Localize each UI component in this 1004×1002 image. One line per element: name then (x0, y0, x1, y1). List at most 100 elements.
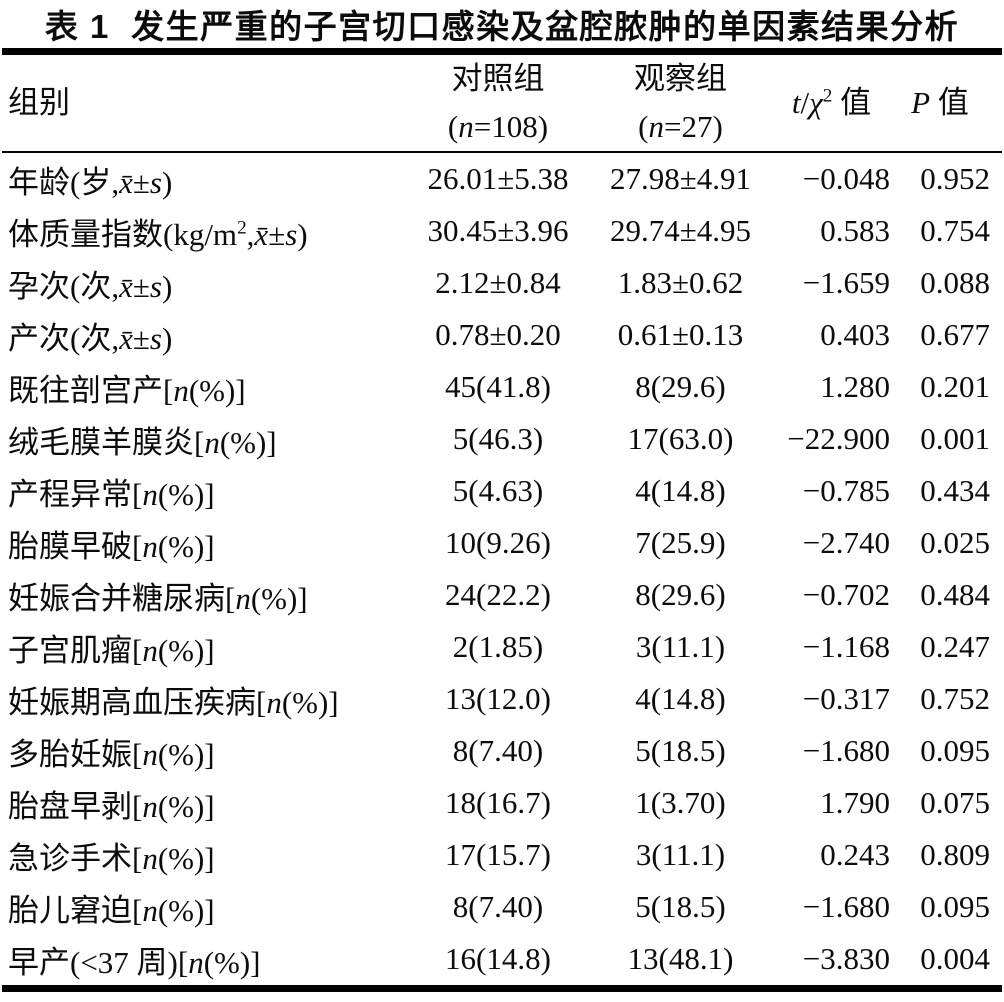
p-value: 0.075 (920, 785, 990, 820)
control-group-value: 26.01±5.38 (427, 161, 569, 196)
control-group-value: 24(22.2) (445, 577, 551, 612)
control-group-value: 2.12±0.84 (435, 265, 561, 300)
t-chi2-value: 0.243 (820, 837, 890, 872)
observation-group-value: 1(3.70) (635, 785, 726, 820)
observation-group-value: 13(48.1) (627, 941, 734, 976)
table-row: 孕次(次,x̄±s) 2.12±0.84 1.83±0.62 −1.659 0.… (0, 257, 1004, 309)
table-row: 绒毛膜羊膜炎[n(%)] 5(46.3) 17(63.0) −22.900 0.… (0, 413, 1004, 465)
table-row: 胎盘早剥[n(%)] 18(16.7) 1(3.70) 1.790 0.075 (0, 777, 1004, 829)
control-group-value: 30.45±3.96 (427, 213, 569, 248)
control-group-value: 5(4.63) (452, 473, 544, 508)
observation-group-value: 17(63.0) (627, 421, 734, 456)
control-group-value: 18(16.7) (445, 785, 551, 820)
observation-group-value: 0.61±0.13 (617, 317, 744, 352)
p-value: 0.952 (920, 161, 990, 196)
observation-group-value: 7(25.9) (635, 525, 726, 560)
p-value: 0.001 (920, 421, 990, 456)
table-row: 产次(次,x̄±s) 0.78±0.20 0.61±0.13 0.403 0.6… (0, 309, 1004, 361)
control-group-value: 0.78±0.20 (435, 317, 561, 352)
header-divider-rule (2, 151, 1002, 153)
table-row: 年龄(岁,x̄±s) 26.01±5.38 27.98±4.91 −0.048 … (0, 153, 1004, 205)
table-row: 胎膜早破[n(%)] 10(9.26) 7(25.9) −2.740 0.025 (0, 517, 1004, 569)
table-header-row: 组别 对照组 (n=108) 观察组 (n=27) t/χ2 值 P 值 (0, 55, 1004, 151)
t-chi2-value: 1.280 (820, 369, 890, 404)
t-chi2-value: −1.659 (802, 265, 890, 300)
table-row: 早产(<37 周)[n(%)] 16(14.8) 13(48.1) −3.830… (0, 933, 1004, 985)
t-chi2-value: −0.048 (802, 161, 890, 196)
p-value: 0.201 (920, 369, 990, 404)
p-value: 0.004 (920, 941, 990, 976)
table-row: 既往剖宫产[n(%)] 45(41.8) 8(29.6) 1.280 0.201 (0, 361, 1004, 413)
table-bottom-rule (2, 985, 1002, 992)
observation-group-value: 4(14.8) (635, 681, 726, 716)
observation-group-value: 1.83±0.62 (617, 265, 744, 300)
row-label: 多胎妊娠[n(%)] (8, 736, 215, 772)
row-label: 胎儿窘迫[n(%)] (8, 892, 215, 928)
t-chi2-value: −0.702 (802, 577, 890, 612)
observation-group-value: 5(18.5) (635, 733, 726, 768)
table-row: 胎儿窘迫[n(%)] 8(7.40) 5(18.5) −1.680 0.095 (0, 881, 1004, 933)
p-value: 0.752 (920, 681, 990, 716)
p-value: 0.095 (920, 889, 990, 924)
row-label: 妊娠合并糖尿病[n(%)] (8, 580, 308, 616)
table-row: 子宫肌瘤[n(%)] 2(1.85) 3(11.1) −1.168 0.247 (0, 621, 1004, 673)
column-header-t-chi2: t/χ2 值 (791, 85, 872, 120)
table-body: 年龄(岁,x̄±s) 26.01±5.38 27.98±4.91 −0.048 … (0, 153, 1004, 985)
observation-group-value: 8(29.6) (635, 577, 726, 612)
control-group-value: 17(15.7) (445, 837, 551, 872)
table-row: 妊娠期高血压疾病[n(%)] 13(12.0) 4(14.8) −0.317 0… (0, 673, 1004, 725)
p-value: 0.434 (920, 473, 990, 508)
row-label: 急诊手术[n(%)] (8, 840, 215, 876)
control-group-value: 5(46.3) (452, 421, 544, 456)
p-value: 0.754 (920, 213, 990, 248)
table-title: 表 1 发生严重的子宫切口感染及盆腔脓肿的单因素结果分析 (44, 8, 960, 45)
observation-group-value: 5(18.5) (635, 889, 726, 924)
table-row: 妊娠合并糖尿病[n(%)] 24(22.2) 8(29.6) −0.702 0.… (0, 569, 1004, 621)
table-row: 产程异常[n(%)] 5(4.63) 4(14.8) −0.785 0.434 (0, 465, 1004, 517)
row-label: 妊娠期高血压疾病[n(%)] (8, 684, 339, 720)
t-chi2-value: −1.680 (802, 733, 890, 768)
p-value: 0.247 (920, 629, 990, 664)
row-label: 体质量指数(kg/m2,x̄±s) (8, 216, 308, 252)
column-header-observation-group: 观察组 (n=27) (634, 61, 727, 144)
observation-group-value: 8(29.6) (635, 369, 726, 404)
t-chi2-value: −3.830 (802, 941, 890, 976)
t-chi2-value: −2.740 (802, 525, 890, 560)
p-value: 0.088 (920, 265, 990, 300)
t-chi2-value: −1.168 (802, 629, 890, 664)
p-value: 0.484 (920, 577, 990, 612)
t-chi2-value: −0.317 (802, 681, 890, 716)
row-label: 既往剖宫产[n(%)] (8, 372, 246, 408)
table-top-rule (2, 48, 1002, 55)
control-group-value: 10(9.26) (445, 525, 551, 560)
observation-group-value: 29.74±4.95 (609, 213, 751, 248)
row-label: 绒毛膜羊膜炎[n(%)] (8, 424, 277, 460)
t-chi2-value: −0.785 (802, 473, 890, 508)
t-chi2-value: 1.790 (820, 785, 890, 820)
control-group-value: 16(14.8) (445, 941, 551, 976)
p-value: 0.095 (920, 733, 990, 768)
observation-group-value: 3(11.1) (635, 837, 726, 872)
control-group-value: 8(7.40) (452, 889, 544, 924)
column-header-control-group: 对照组 (n=108) (447, 61, 549, 144)
p-value: 0.677 (920, 317, 990, 352)
control-group-value: 8(7.40) (452, 733, 544, 768)
row-label: 胎膜早破[n(%)] (8, 528, 215, 564)
t-chi2-value: −22.900 (787, 421, 890, 456)
row-label: 子宫肌瘤[n(%)] (8, 632, 215, 668)
row-label: 胎盘早剥[n(%)] (8, 788, 215, 824)
table-row: 急诊手术[n(%)] 17(15.7) 3(11.1) 0.243 0.809 (0, 829, 1004, 881)
control-group-value: 45(41.8) (445, 369, 551, 404)
observation-group-value: 3(11.1) (635, 629, 726, 664)
row-label: 产次(次,x̄±s) (8, 320, 173, 356)
row-label: 年龄(岁,x̄±s) (8, 164, 173, 200)
table-row: 多胎妊娠[n(%)] 8(7.40) 5(18.5) −1.680 0.095 (0, 725, 1004, 777)
p-value: 0.025 (920, 525, 990, 560)
column-header-p-value: P 值 (911, 85, 969, 120)
column-header-group: 组别 (8, 85, 70, 120)
row-label: 早产(<37 周)[n(%)] (8, 944, 261, 980)
t-chi2-value: 0.403 (820, 317, 890, 352)
p-value: 0.809 (920, 837, 990, 872)
t-chi2-value: 0.583 (820, 213, 890, 248)
control-group-value: 2(1.85) (452, 629, 544, 664)
